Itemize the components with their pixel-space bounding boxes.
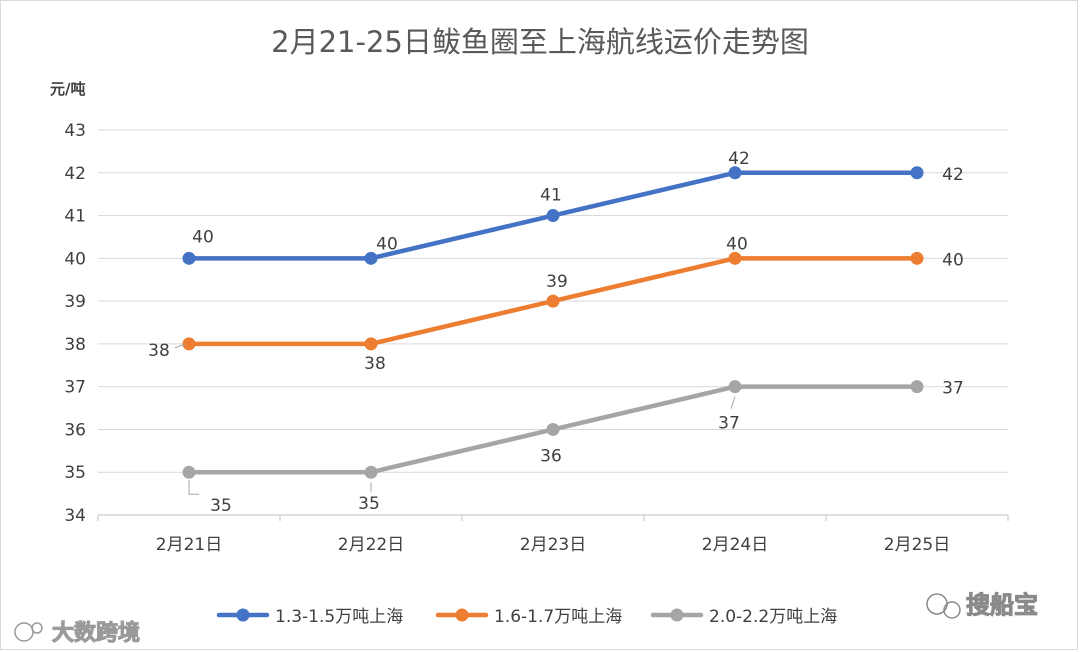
y-axis-ticks: 34 35 36 37 38 39 40 41 42 43 — [64, 121, 86, 526]
x-tick-label: 2月23日 — [520, 535, 586, 555]
data-point — [546, 422, 560, 436]
y-tick-label: 41 — [64, 207, 86, 227]
data-point — [728, 251, 742, 265]
data-point — [182, 251, 196, 265]
y-tick-label: 42 — [64, 164, 86, 184]
y-tick-label: 40 — [64, 249, 86, 269]
leader-line — [188, 480, 199, 495]
legend-swatch-marker — [670, 608, 684, 622]
data-label: 40 — [726, 234, 748, 254]
x-tick-label: 2月21日 — [156, 535, 222, 555]
data-label: 38 — [364, 354, 386, 374]
y-tick-label: 43 — [64, 121, 86, 141]
data-point — [182, 465, 196, 479]
legend-label: 1.3-1.5万吨上海 — [275, 607, 403, 627]
data-point — [728, 380, 742, 394]
data-point — [364, 465, 378, 479]
x-axis: 2月21日 2月22日 2月23日 2月24日 2月25日 — [97, 515, 1009, 555]
x-tick-label: 2月22日 — [338, 535, 404, 555]
data-point — [546, 209, 560, 223]
weibo-icon — [14, 622, 34, 642]
data-label: 36 — [540, 446, 562, 466]
data-point — [910, 166, 924, 180]
weibo-eye-icon — [31, 622, 43, 634]
data-label: 42 — [728, 149, 750, 169]
y-tick-label: 37 — [64, 378, 86, 398]
watermark-left: 大数跨境 — [14, 620, 141, 647]
y-tick-label: 39 — [64, 292, 86, 312]
watermark-left-text: 大数跨境 — [52, 620, 140, 646]
data-point — [910, 380, 924, 394]
data-label: 35 — [210, 496, 232, 516]
x-tick-label: 2月25日 — [884, 535, 950, 555]
y-tick-label: 34 — [64, 506, 86, 526]
watermark-right-text: 搜船宝 — [966, 591, 1038, 619]
data-label: 37 — [718, 414, 740, 434]
legend-label: 1.6-1.7万吨上海 — [494, 607, 622, 627]
y-axis-unit: 元/吨 — [50, 80, 85, 98]
data-label: 40 — [942, 250, 964, 270]
data-label: 38 — [148, 341, 170, 361]
leader-line — [174, 343, 186, 349]
legend-swatch-marker — [455, 608, 469, 622]
legend-swatch-marker — [236, 608, 250, 622]
data-point — [364, 251, 378, 265]
leader-line — [730, 396, 736, 409]
chart-title: 2月21-25日鲅鱼圈至上海航线运价走势图 — [271, 25, 809, 59]
y-tick-label: 36 — [64, 420, 86, 440]
data-point — [910, 251, 924, 265]
y-tick-label: 35 — [64, 463, 86, 483]
data-label: 42 — [942, 165, 964, 185]
data-label: 40 — [376, 234, 398, 254]
y-tick-label: 38 — [64, 335, 86, 355]
legend-label: 2.0-2.2万吨上海 — [709, 607, 837, 627]
data-label: 35 — [358, 494, 380, 514]
data-point — [546, 294, 560, 308]
series-group — [182, 166, 924, 479]
legend: 1.3-1.5万吨上海 1.6-1.7万吨上海 2.0-2.2万吨上海 — [216, 607, 837, 627]
wechat-bubble-icon — [943, 601, 961, 619]
data-label: 40 — [192, 227, 214, 247]
data-label: 37 — [942, 379, 964, 399]
data-point — [182, 337, 196, 351]
data-labels: 40 40 41 42 42 38 38 39 40 40 35 35 36 37 37 — [148, 149, 964, 516]
x-tick-label: 2月24日 — [702, 535, 768, 555]
data-label: 39 — [546, 272, 568, 292]
data-label: 41 — [540, 186, 562, 206]
watermark-right: 搜船宝 — [926, 591, 1039, 620]
data-point — [364, 337, 378, 351]
data-point — [728, 166, 742, 180]
